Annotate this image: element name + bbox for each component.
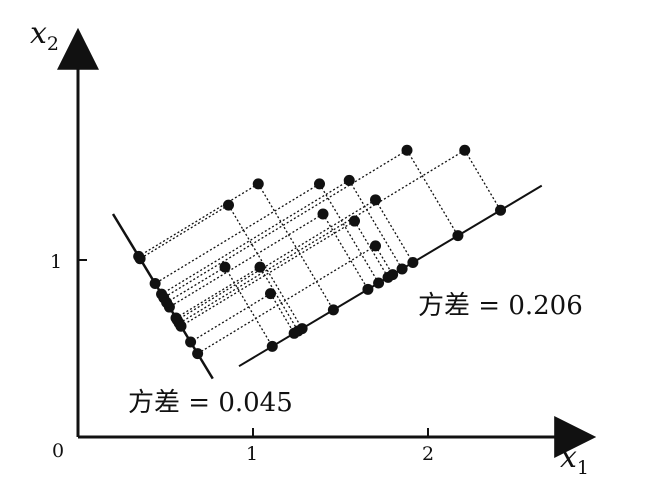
projected-point-minor (185, 336, 197, 348)
data-point (265, 288, 276, 300)
projected-point-major (327, 304, 339, 316)
projection-line-minor (166, 266, 226, 304)
projection-line-minor (190, 293, 271, 343)
x-tick-label-1: 1 (246, 443, 259, 465)
axis-ticks (78, 259, 429, 437)
data-point (254, 261, 266, 273)
projection-line-minor (180, 220, 355, 327)
projection-line-major (322, 213, 369, 290)
y-axis-label: x2 (30, 16, 60, 55)
projection-line-major (374, 199, 414, 263)
projection-lines (138, 149, 502, 355)
projection-line-major (257, 183, 334, 311)
projected-point-major (266, 340, 278, 352)
data-point (370, 194, 381, 206)
variance-label-large: 方差 = 0.206 (418, 291, 583, 321)
data-point (349, 215, 360, 227)
projection-line-major (269, 293, 295, 334)
data-point (252, 178, 264, 190)
projected-point-major (288, 327, 300, 339)
variance-label-small: 方差 = 0.045 (128, 388, 293, 418)
projection-line-major (464, 149, 502, 211)
data-point (219, 261, 231, 273)
projected-point-major (495, 204, 507, 216)
projection-line-minor (163, 149, 408, 299)
projection-line-minor (161, 179, 350, 295)
data-points (133, 144, 507, 360)
projected-point-major (452, 230, 464, 242)
data-point (317, 208, 329, 220)
y-tick-label-1: 1 (50, 251, 63, 273)
projected-point-minor (192, 348, 204, 360)
data-point (459, 144, 471, 156)
data-point (401, 144, 413, 156)
projection-line-minor (178, 149, 466, 324)
projection-line-minor (169, 213, 324, 308)
data-point (370, 240, 381, 252)
x-axis-label: x1 (560, 440, 590, 479)
origin-label: 0 (52, 440, 65, 462)
projected-point-major (373, 277, 385, 289)
data-point (223, 199, 234, 211)
projected-point-minor (170, 312, 182, 324)
projected-point-minor (149, 277, 161, 289)
projected-point-minor (175, 320, 187, 332)
projection-line-minor (176, 199, 376, 321)
projected-point-major (362, 283, 374, 295)
projected-point-minor (133, 250, 145, 262)
projection-line-major (224, 266, 273, 347)
projected-point-minor (161, 296, 173, 308)
projection-line-major (259, 266, 299, 332)
projected-point-major (396, 263, 408, 275)
projection-line-minor (175, 266, 261, 319)
projection-line-minor (197, 245, 376, 355)
projection-line-minor (139, 204, 229, 260)
projection-line-minor (138, 183, 259, 257)
projection-line-major (374, 245, 394, 275)
projection-line-major (348, 180, 403, 270)
projected-point-major (407, 257, 419, 269)
projection-line-minor (154, 183, 320, 285)
projection-line-major (406, 149, 459, 236)
x-tick-label-2: 2 (422, 443, 435, 465)
data-point (343, 174, 355, 186)
data-point (314, 178, 325, 190)
projected-point-major (387, 269, 399, 281)
